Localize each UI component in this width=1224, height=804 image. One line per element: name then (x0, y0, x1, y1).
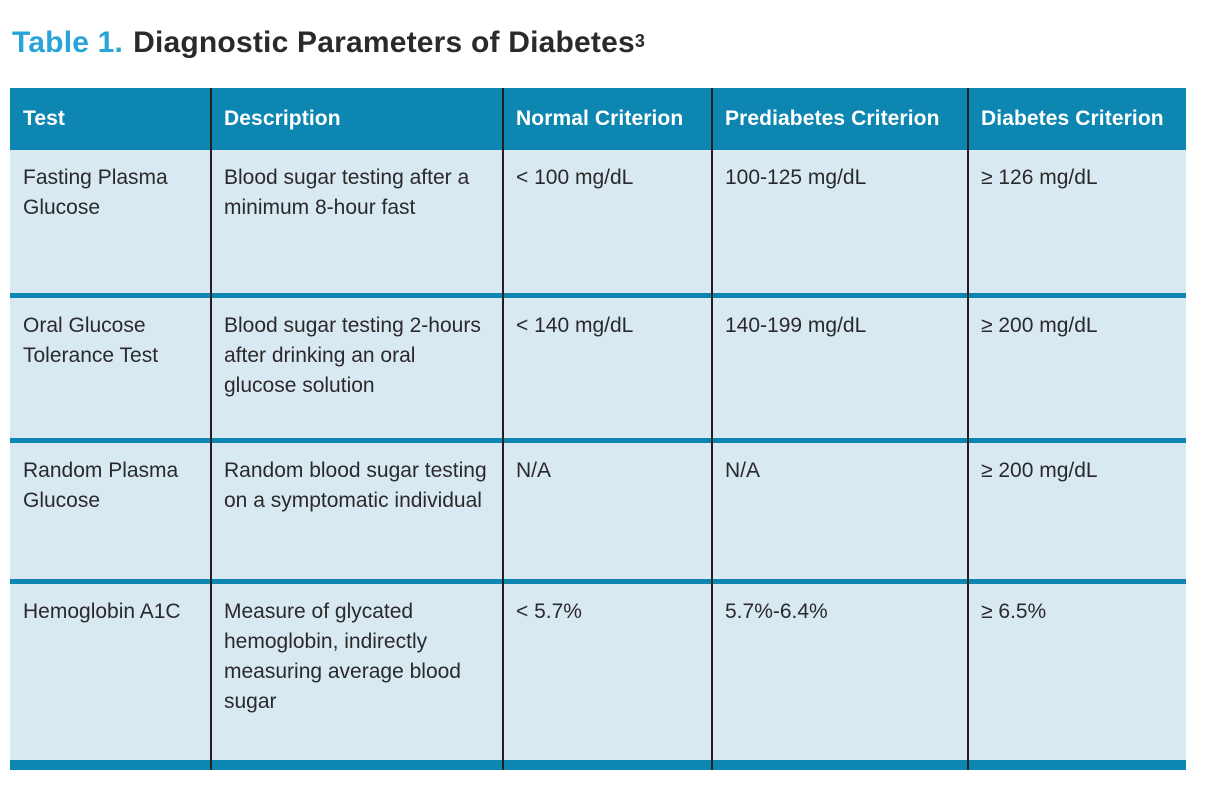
table-cell-normal-criterion: < 5.7% (503, 584, 712, 760)
table-cell-test: Oral Glucose Tolerance Test (10, 298, 211, 438)
table-cell-description: Measure of glycated hemoglobin, indirect… (211, 584, 503, 760)
column-header-normal-criterion: Normal Criterion (516, 107, 684, 130)
table-cell-test: Random Plasma Glucose (10, 443, 211, 579)
table-cell-prediabetes-criterion: 140-199 mg/dL (712, 298, 968, 438)
table-title-label: Table 1. (12, 26, 124, 59)
table-cell-description: Blood sugar testing 2-hours after drinki… (211, 298, 503, 438)
column-divider (210, 88, 212, 770)
table-cell-diabetes-criterion: ≥ 126 mg/dL (968, 150, 1186, 293)
column-divider (502, 88, 504, 770)
table-cell-test: Hemoglobin A1C (10, 584, 211, 760)
table-row-oral-glucose-tolerance-test: Oral Glucose Tolerance Test Blood sugar … (10, 293, 1186, 438)
table-cell-prediabetes-criterion: 5.7%-6.4% (712, 584, 968, 760)
table-cell-diabetes-criterion: ≥ 200 mg/dL (968, 443, 1186, 579)
column-header-prediabetes-criterion: Prediabetes Criterion (725, 107, 940, 130)
column-divider (967, 88, 969, 770)
table-title-text: Diagnostic Parameters of Diabetes (133, 26, 635, 59)
table-row-random-plasma-glucose: Random Plasma Glucose Random blood sugar… (10, 438, 1186, 579)
column-header-diabetes-criterion: Diabetes Criterion (981, 107, 1164, 130)
table-title: Table 1. Diagnostic Parameters of Diabete… (12, 24, 645, 62)
column-header-test: Test (23, 107, 66, 130)
column-header-description: Description (224, 107, 341, 130)
table-cell-description: Blood sugar testing after a minimum 8-ho… (211, 150, 503, 293)
table-cell-normal-criterion: < 140 mg/dL (503, 298, 712, 438)
table-cell-prediabetes-criterion: 100-125 mg/dL (712, 150, 968, 293)
table-row-fasting-plasma-glucose: Fasting Plasma Glucose Blood sugar testi… (10, 150, 1186, 293)
table-header-row: Test Description Normal Criterion Predia… (10, 88, 1186, 150)
column-divider (711, 88, 713, 770)
table-cell-diabetes-criterion: ≥ 6.5% (968, 584, 1186, 760)
diagnostic-parameters-table: Test Description Normal Criterion Predia… (10, 88, 1186, 770)
table-row-hemoglobin-a1c: Hemoglobin A1C Measure of glycated hemog… (10, 579, 1186, 760)
table-bottom-bar (10, 760, 1186, 770)
table-title-footnote-ref: 3 (634, 31, 646, 51)
table-cell-description: Random blood sugar testing on a symptoma… (211, 443, 503, 579)
table-cell-prediabetes-criterion: N/A (712, 443, 968, 579)
table-cell-diabetes-criterion: ≥ 200 mg/dL (968, 298, 1186, 438)
table-cell-test: Fasting Plasma Glucose (10, 150, 211, 293)
table-cell-normal-criterion: N/A (503, 443, 712, 579)
table-cell-normal-criterion: < 100 mg/dL (503, 150, 712, 293)
